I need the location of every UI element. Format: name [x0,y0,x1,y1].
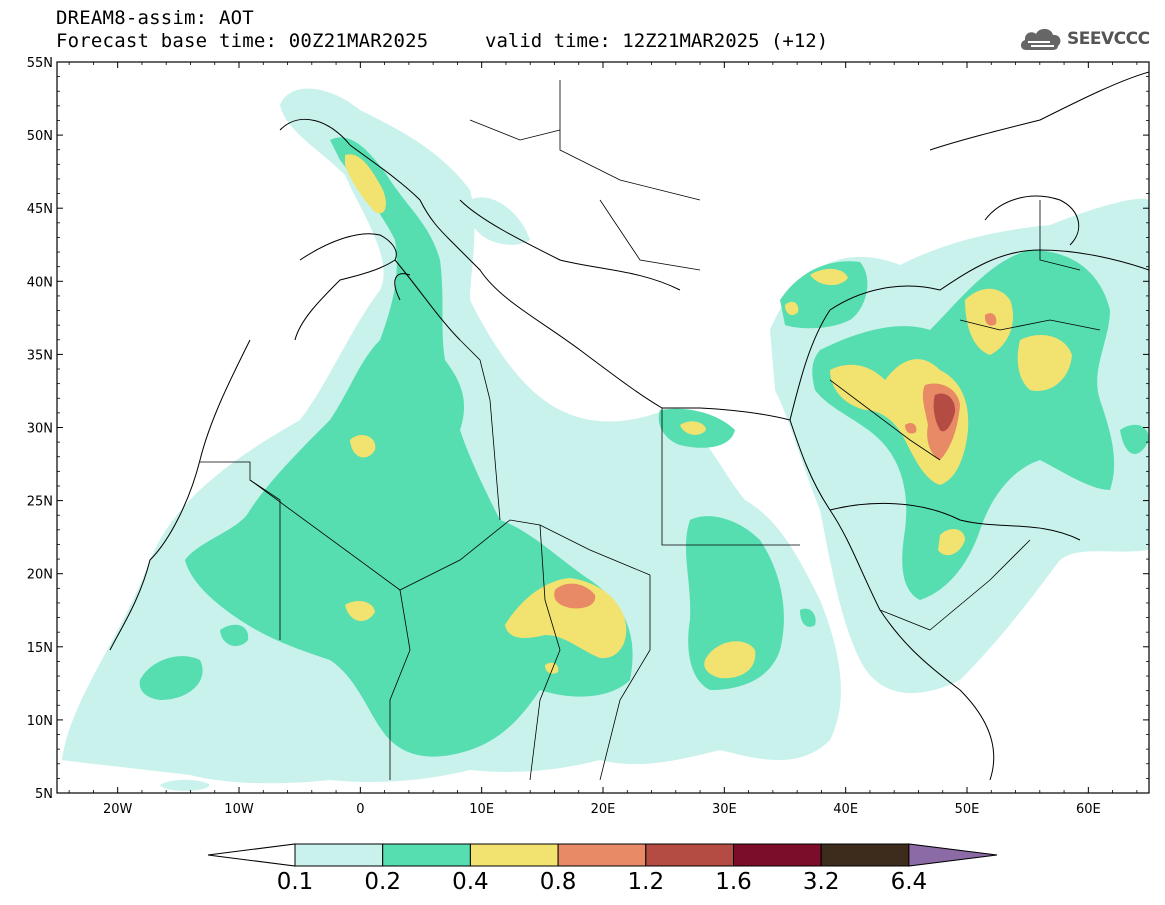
coastlines [109,71,1149,781]
axis-ticks [57,61,1149,794]
lat-label: 40N [27,275,53,290]
lat-label: 20N [27,568,53,583]
valid-time: valid time: 12Z21MAR2025 (+12) [485,30,829,52]
forecast-base-time: Forecast base time: 00Z21MAR2025 [56,30,429,52]
latitude-labels: 55N 50N 45N 40N 35N 30N 25N 20N 15N 10N 5N [27,56,53,802]
lon-label: 0 [356,802,364,817]
lon-label: 50E [955,802,980,817]
colorbar-label: 0.4 [452,869,489,895]
colorbar-swatch [820,843,910,867]
colorbar-swatch [733,843,822,867]
seevccc-logo: SEEVCCC [1018,24,1150,54]
lat-label: 15N [27,641,53,656]
colorbar-label: 1.6 [715,869,752,895]
lon-label: 30E [712,802,737,817]
colorbar-swatch [557,843,647,867]
longitude-labels: 20W 10W 0 10E 20E 30E 40E 50E 60E [103,802,1101,817]
colorbar-swatch [294,843,384,867]
colorbar-label: 0.1 [276,869,314,895]
colorbar [207,843,998,867]
lon-label: 60E [1076,802,1101,817]
colorbar-label: 0.2 [364,869,401,895]
lat-label: 50N [27,129,53,144]
colorbar-label: 3.2 [802,869,840,895]
lat-label: 25N [27,495,53,510]
lat-label: 45N [27,202,53,217]
colorbar-label: 0.8 [539,869,577,895]
lat-label: 30N [27,422,53,437]
lat-label: 10N [27,714,53,729]
cloud-icon [1020,28,1061,50]
colorbar-swatch [645,843,734,867]
colorbar-label: 6.4 [890,869,928,895]
lat-label: 35N [27,348,53,363]
lon-label: 20W [103,802,133,817]
colorbar-over-arrow [908,843,998,867]
aot-field [57,62,1149,793]
colorbar-swatch [382,843,471,867]
lon-label: 20E [591,802,616,817]
lat-label: 5N [35,787,53,802]
colorbar-swatch [469,843,559,867]
map-title: DREAM8-assim: AOT [56,7,254,29]
lon-label: 40E [833,802,858,817]
logo-text: SEEVCCC [1067,29,1150,49]
borders [200,80,1101,781]
lat-label: 55N [27,56,53,71]
lon-label: 10E [469,802,494,817]
colorbar-label: 1.2 [627,869,665,895]
aot-level-1.2 [933,393,956,432]
lon-label: 10W [224,802,254,817]
colorbar-under-arrow [207,843,296,867]
